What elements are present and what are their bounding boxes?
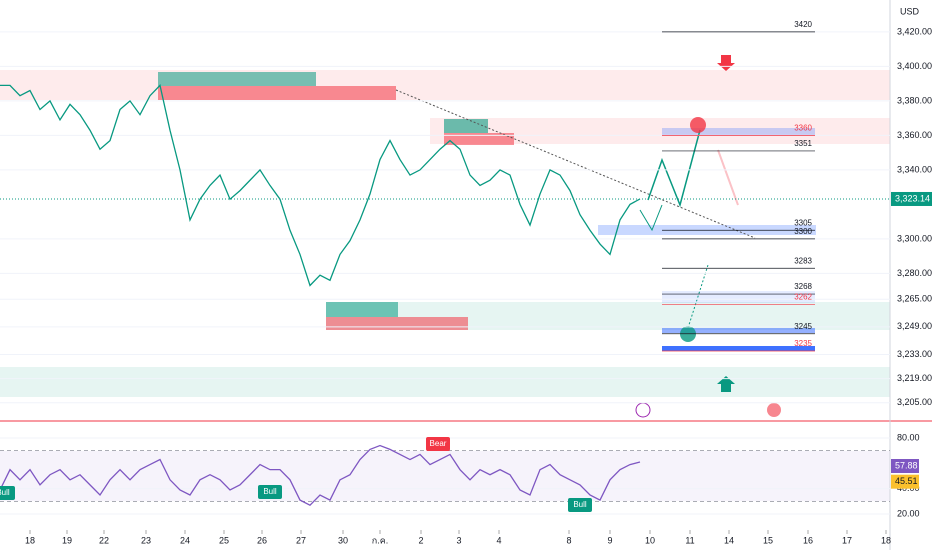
level-label: 3245	[794, 322, 812, 331]
annotation-box	[568, 498, 592, 512]
annotation: Bull	[573, 500, 587, 509]
annotation: Bull	[0, 488, 10, 497]
projection	[647, 129, 701, 208]
y-tick-label: 3,219.00	[897, 373, 932, 383]
annotation: Bull	[263, 487, 277, 496]
x-tick-label: 27	[296, 535, 306, 545]
projection	[639, 204, 663, 232]
order-block	[158, 86, 396, 100]
down-arrow	[717, 55, 735, 71]
y-tick-label: 3,280.00	[897, 268, 932, 278]
x-tick-label: 22	[99, 535, 109, 545]
y-tick-label: 3,400.00	[897, 61, 932, 71]
x-tick-label: 24	[180, 535, 190, 545]
annotation: Bear	[430, 439, 447, 448]
y-tick-label: 3,420.00	[897, 26, 932, 36]
rsi-band	[0, 451, 890, 501]
resistance-zone	[0, 70, 890, 100]
readout-label: 57.88	[895, 460, 918, 470]
annotation-box	[426, 437, 450, 451]
readout-tag	[891, 459, 919, 474]
x-tick-label: 3	[456, 535, 461, 545]
level-label: 3262	[794, 293, 812, 302]
last-price-tag	[891, 191, 932, 206]
y-tick-label: 20.00	[897, 508, 920, 518]
x-tick-label: 14	[724, 535, 734, 545]
x-tick-label: 30	[338, 535, 348, 545]
y-tick-label: 3,380.00	[897, 95, 932, 105]
y-tick-label: 3,265.00	[897, 294, 932, 304]
projection	[717, 149, 739, 206]
level-label: 3420	[794, 20, 812, 29]
currency: USD	[900, 6, 920, 16]
event-icon	[767, 403, 781, 417]
last-price-label: 3,323.14	[895, 193, 930, 203]
x-tick-label: 26	[257, 535, 267, 545]
annotation-box	[258, 485, 282, 499]
level-label: 3360	[794, 124, 812, 133]
zone	[662, 346, 815, 351]
x-tick-label: ก.ค.	[372, 535, 388, 545]
order-block	[444, 119, 488, 133]
trend-line	[395, 89, 756, 239]
x-tick-label: 17	[842, 535, 852, 545]
x-tick-label: 25	[219, 535, 229, 545]
level-label: 3351	[794, 139, 812, 148]
x-tick-label: 2	[418, 535, 423, 545]
y-tick-label: 3,360.00	[897, 130, 932, 140]
zone	[662, 291, 815, 303]
y-tick-label: 3,233.00	[897, 349, 932, 359]
target-marker	[690, 117, 706, 133]
order-block	[326, 302, 398, 317]
zone	[662, 328, 815, 333]
x-tick-label: 18	[881, 535, 891, 545]
y-tick-label: 3,205.00	[897, 397, 932, 407]
series-line	[0, 444, 641, 506]
level-label: 3300	[794, 227, 812, 236]
x-tick-label: 9	[607, 535, 612, 545]
level-label: 3283	[794, 256, 812, 265]
x-tick-label: 15	[763, 535, 773, 545]
order-block	[158, 72, 316, 86]
projection	[687, 264, 709, 329]
y-tick-label: 3,300.00	[897, 233, 932, 243]
up-arrow	[717, 376, 735, 392]
x-tick-label: 16	[803, 535, 813, 545]
x-tick-label: 18	[25, 535, 35, 545]
x-tick-label: 19	[62, 535, 72, 545]
y-tick-label: 3,249.00	[897, 321, 932, 331]
x-tick-label: 23	[141, 535, 151, 545]
x-tick-label: 8	[566, 535, 571, 545]
support-zone	[0, 367, 890, 397]
readout-tag	[891, 474, 919, 489]
y-tick-label: 3,340.00	[897, 164, 932, 174]
annotation-box	[0, 486, 15, 500]
level-label: 3235	[794, 339, 812, 348]
level-label: 3268	[794, 282, 812, 291]
order-block	[444, 133, 514, 145]
order-block	[326, 317, 468, 330]
level-label: 3305	[794, 218, 812, 227]
readout-label: 45.51	[895, 476, 918, 486]
zone	[662, 128, 815, 135]
x-tick-label: 4	[496, 535, 501, 545]
x-tick-label: 11	[685, 535, 694, 545]
y-tick-label: 80.00	[897, 432, 920, 442]
x-tick-label: 10	[645, 535, 655, 545]
series-line	[0, 84, 641, 287]
